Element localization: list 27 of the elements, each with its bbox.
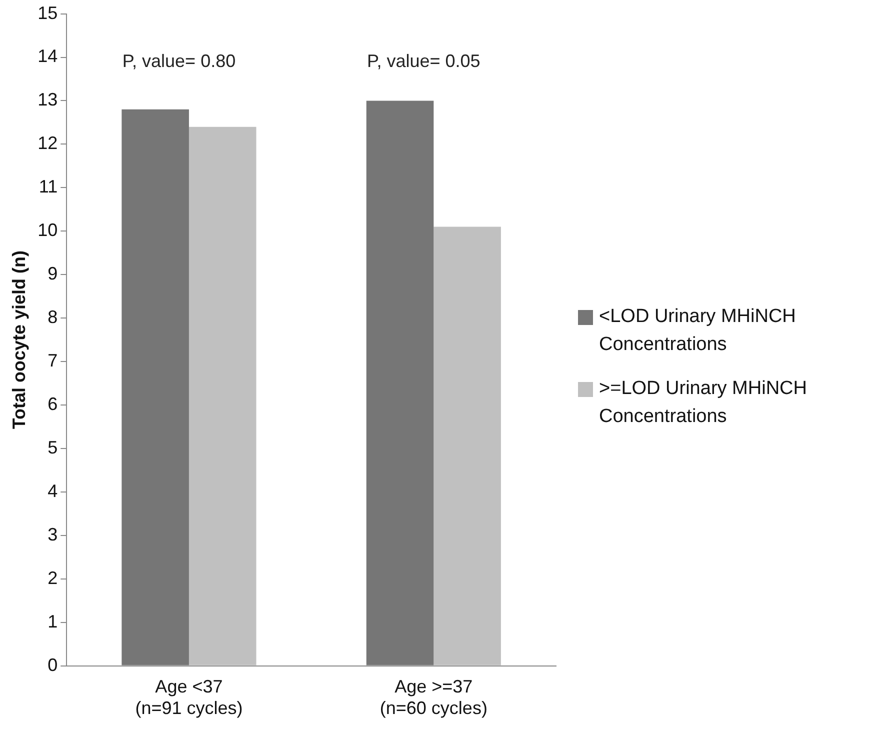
annotation: P, value= 0.05 bbox=[367, 50, 480, 71]
y-tick-label: 14 bbox=[38, 46, 58, 66]
bar bbox=[188, 126, 256, 666]
y-axis-title: Total oocyte yield (n) bbox=[8, 250, 29, 430]
bar bbox=[434, 226, 501, 666]
legend-label: <LOD Urinary MHiNCH Concentrations bbox=[599, 304, 797, 356]
bar bbox=[122, 109, 189, 666]
y-tick-label: 9 bbox=[48, 264, 58, 284]
y-tick-label: 1 bbox=[48, 611, 58, 632]
y-tick-label: 11 bbox=[38, 176, 58, 197]
y-tick-label: 5 bbox=[48, 437, 58, 458]
y-tick-label: 0 bbox=[48, 654, 58, 675]
y-tick-label: 6 bbox=[48, 394, 58, 414]
annotation: P, value= 0.80 bbox=[122, 50, 236, 71]
y-tick-label: 13 bbox=[38, 90, 58, 110]
y-tick-label: 8 bbox=[48, 307, 58, 328]
y-tick-label: 12 bbox=[38, 133, 58, 154]
legend-label: >=LOD Urinary MHiNCH Concentrations bbox=[599, 376, 808, 428]
bar bbox=[366, 100, 434, 666]
y-tick-label: 2 bbox=[48, 568, 58, 588]
x-tick-label: Age >=37 (n=60 cycles) bbox=[380, 676, 488, 718]
y-tick-label: 3 bbox=[48, 524, 58, 544]
y-tick-label: 15 bbox=[38, 2, 58, 23]
y-tick-label: 10 bbox=[38, 220, 58, 240]
y-tick-label: 4 bbox=[48, 480, 58, 501]
x-tick-label: Age <37 (n=91 cycles) bbox=[135, 676, 243, 718]
y-tick-label: 7 bbox=[48, 350, 58, 370]
